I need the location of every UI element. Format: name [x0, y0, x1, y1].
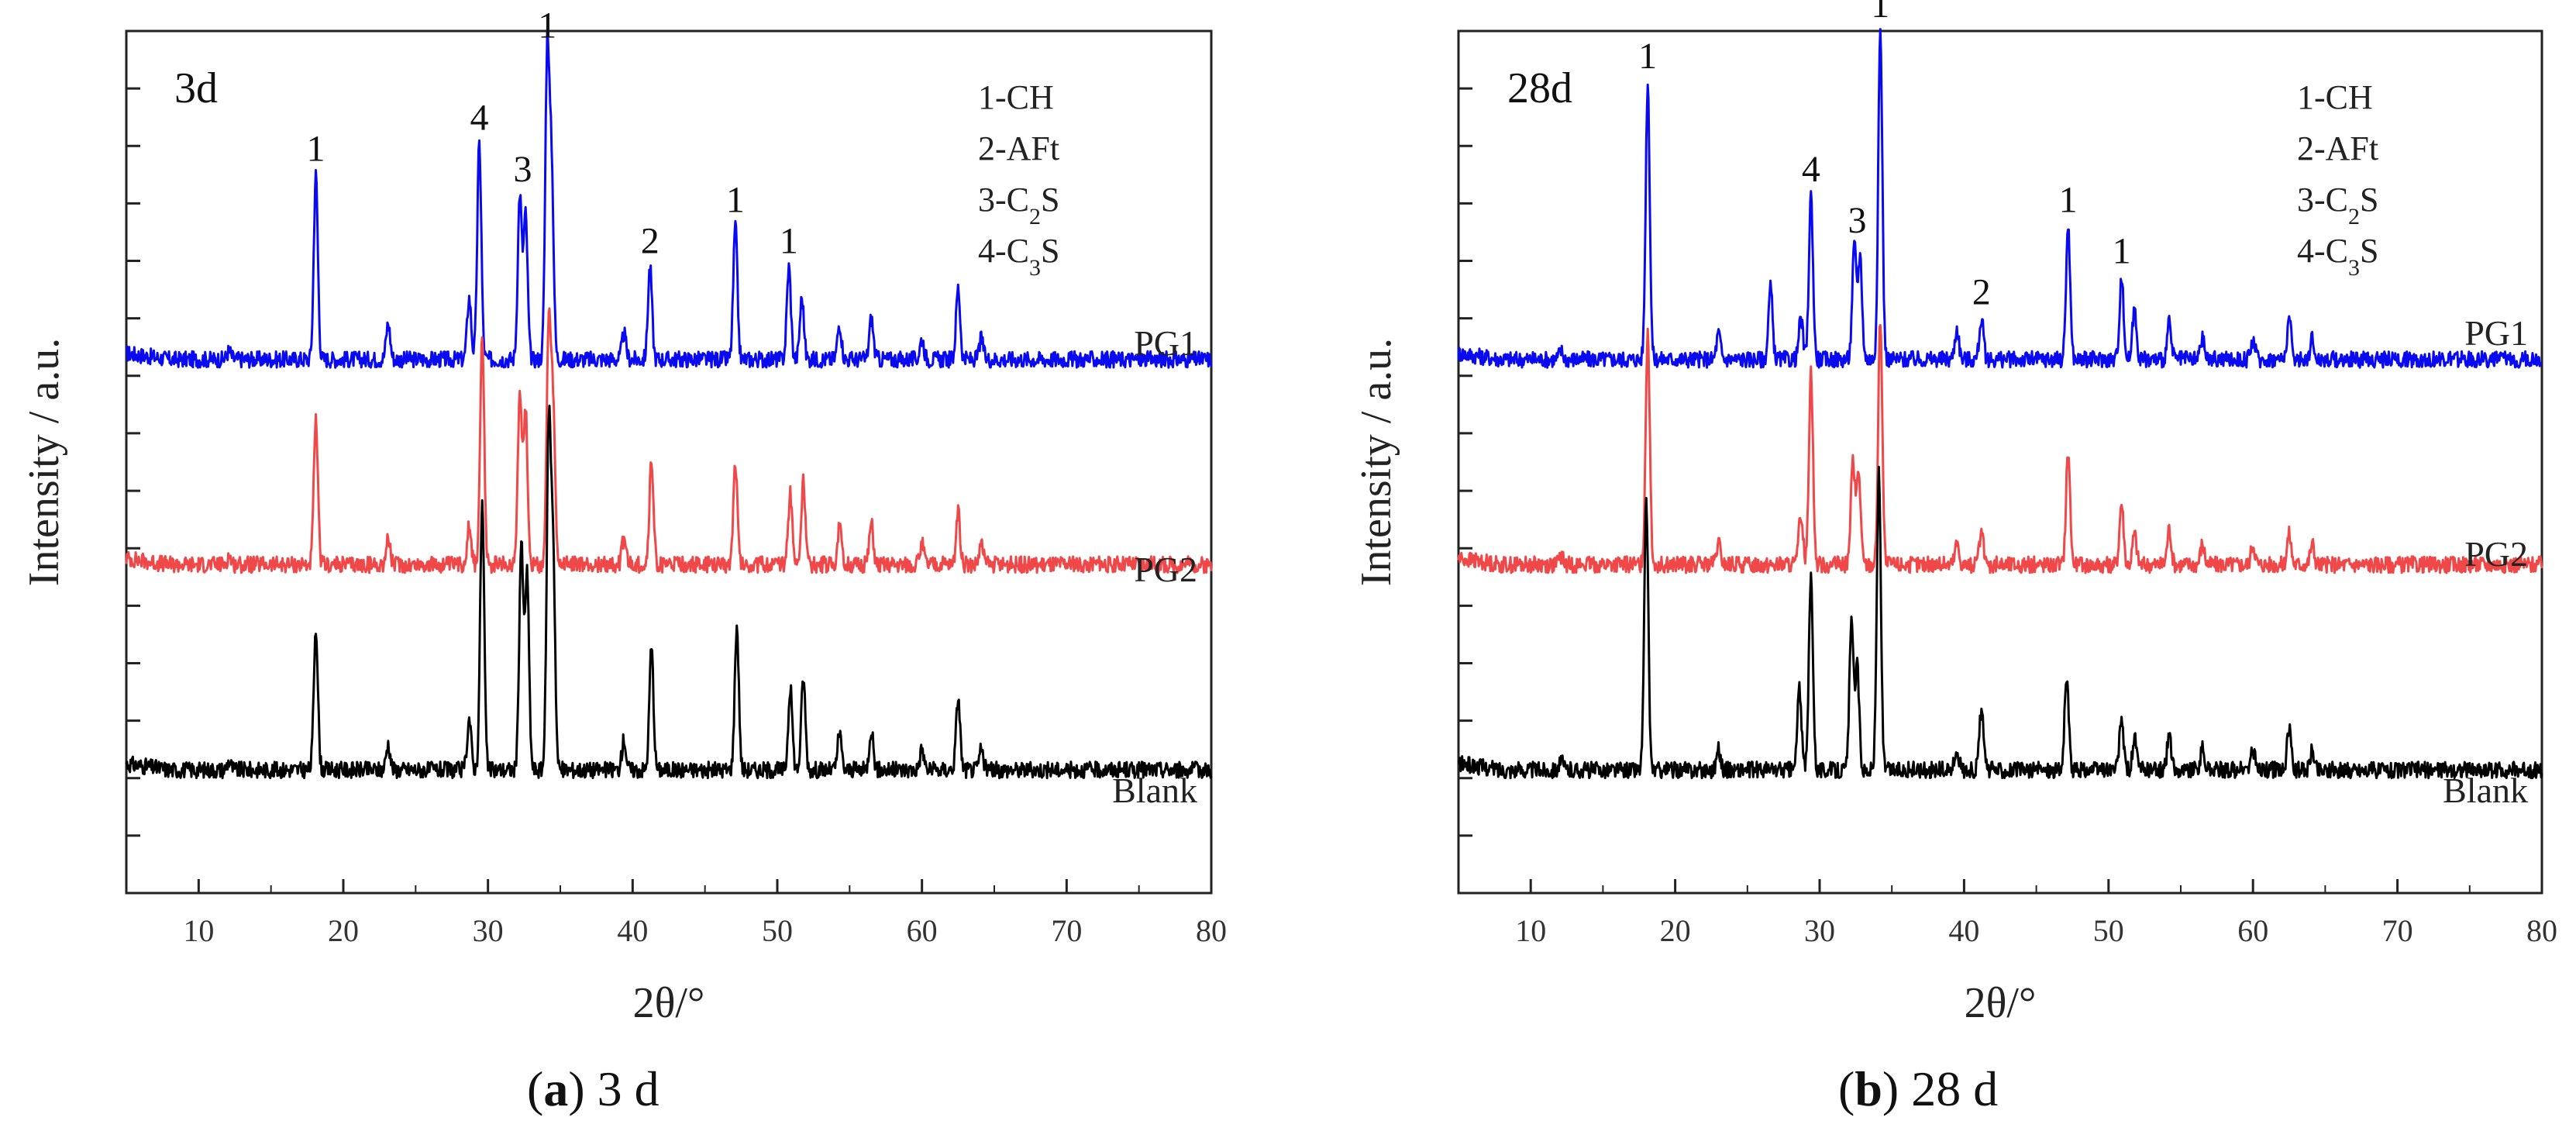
legend-entry: 4-C3S: [978, 232, 1059, 281]
caption-text: 28 d: [1911, 1061, 1999, 1116]
legend-entry: 3-C2S: [2297, 181, 2378, 229]
x-tick-label: 70: [1051, 913, 1082, 948]
panel-title: 3d: [174, 64, 218, 112]
legend-entry: 2-AFt: [978, 129, 1059, 167]
peak-label: 3: [1848, 200, 1866, 241]
x-tick-label: 10: [1515, 913, 1546, 948]
x-tick-label: 10: [183, 913, 214, 948]
x-tick-label: 80: [1196, 913, 1227, 948]
x-tick-label: 50: [762, 913, 793, 948]
x-tick-label: 80: [2526, 913, 2557, 948]
x-tick-label: 50: [2093, 913, 2124, 948]
panel-3d: 10 20 30 40 50 60 70 80 2θ/° Intensity / a.u. 3d 1-…: [20, 5, 1227, 1027]
x-tick-label: 60: [907, 913, 938, 948]
y-axis-title: Intensity / a.u.: [20, 338, 68, 586]
x-tick-label: 20: [328, 913, 359, 948]
peak-label: 1: [726, 180, 745, 221]
peak-label: 4: [1802, 149, 1820, 190]
series-line-pg2: [125, 307, 1213, 574]
peak-label: 4: [470, 98, 488, 139]
legend-entry: 1-CH: [978, 78, 1054, 116]
series-label-pg2: PG2: [1134, 550, 1197, 589]
series-label-pg1: PG1: [1134, 323, 1197, 363]
series-line-pg2: [1457, 323, 2543, 574]
plot-frame: [1457, 29, 2543, 895]
caption-letter: b: [1855, 1061, 1882, 1116]
x-tick-label: 60: [2237, 913, 2268, 948]
x-axis-title: 2θ/°: [1965, 979, 2037, 1027]
legend-entry: 3-C2S: [978, 181, 1059, 229]
peak-label: 2: [641, 220, 659, 261]
peak-label: 1: [2059, 180, 2078, 221]
peak-label: 3: [513, 149, 532, 190]
peak-label: 1: [538, 5, 556, 46]
y-axis-title: Intensity / a.u.: [1352, 338, 1400, 586]
x-tick-label: 70: [2382, 913, 2413, 948]
x-tick-label: 30: [1804, 913, 1835, 948]
peak-label: 1: [780, 220, 798, 261]
legend-entry: 4-C3S: [2297, 232, 2378, 281]
peak-label: 1: [2113, 231, 2131, 272]
plot-frame: [125, 29, 1213, 895]
x-tick-label: 20: [1660, 913, 1691, 948]
caption-letter: a: [543, 1061, 569, 1116]
series-label-pg2: PG2: [2464, 534, 2528, 574]
x-axis-title: 2θ/°: [633, 979, 705, 1027]
x-tick-label: 30: [473, 913, 504, 948]
panel-28d: 10 20 30 40 50 60 70 80 2θ/° Intensity / a.u. 28d 1…: [1352, 0, 2557, 1027]
panel-title: 28d: [1507, 64, 1572, 112]
peak-label: 1: [1638, 36, 1657, 77]
legend-entry: 2-AFt: [2297, 129, 2378, 167]
series-line-blank: [125, 404, 1213, 780]
caption-3d: (a) 3 d: [527, 1061, 659, 1116]
legend-entry: 1-CH: [2297, 78, 2373, 116]
series-line-pg1: [1457, 28, 2543, 369]
series-line-blank: [1457, 465, 2543, 780]
series-label-blank: Blank: [2443, 771, 2528, 810]
caption-text: 3 d: [597, 1061, 659, 1116]
peak-label: 1: [307, 128, 325, 169]
peak-label: 2: [1972, 272, 1991, 313]
series-line-pg1: [126, 29, 1213, 369]
series-label-blank: Blank: [1112, 771, 1197, 810]
x-tick-label: 40: [1948, 913, 1979, 948]
x-tick-label: 40: [617, 913, 648, 948]
caption-28d: (b) 28 d: [1838, 1061, 1999, 1116]
peak-label: 1: [1871, 0, 1889, 26]
series-label-pg1: PG1: [2464, 313, 2528, 353]
